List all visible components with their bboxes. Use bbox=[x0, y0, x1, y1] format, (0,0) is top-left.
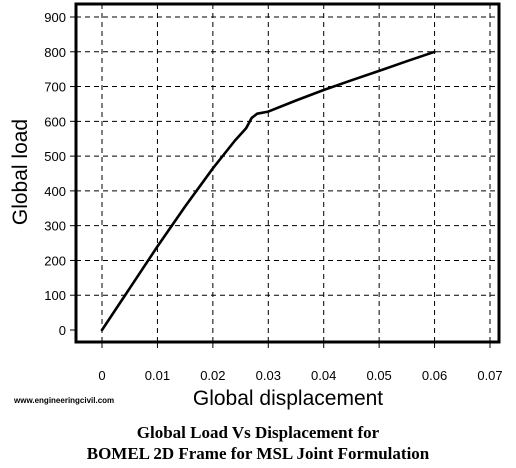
y-tick-label: 300 bbox=[44, 219, 66, 234]
x-tick-label: 0.05 bbox=[366, 368, 391, 383]
series bbox=[100, 50, 436, 332]
x-tick-label: 0.03 bbox=[256, 368, 281, 383]
y-tick-label: 500 bbox=[44, 149, 66, 164]
x-tick-label: 0.01 bbox=[145, 368, 170, 383]
y-tick-label: 0 bbox=[59, 323, 66, 338]
x-tick-label: 0.02 bbox=[200, 368, 225, 383]
x-tick-label: 0.07 bbox=[477, 368, 502, 383]
watermark-text: www.engineeringcivil.com bbox=[13, 396, 114, 405]
x-tick-labels: 0 0.01 0.02 0.03 0.04 0.05 0.06 0.07 bbox=[98, 368, 502, 383]
y-tick-label: 900 bbox=[44, 10, 66, 25]
x-tick-label: 0 bbox=[98, 368, 105, 383]
plot-frame bbox=[74, 2, 501, 344]
y-axis-title: Global load bbox=[9, 119, 32, 225]
y-tick-label: 200 bbox=[44, 253, 66, 268]
tick-marks bbox=[70, 16, 491, 348]
caption-line-1: Global Load Vs Displacement for bbox=[137, 423, 380, 442]
x-tick-label: 0.06 bbox=[422, 368, 447, 383]
x-tick-label: 0.04 bbox=[311, 368, 336, 383]
y-tick-label: 400 bbox=[44, 184, 66, 199]
y-tick-label: 100 bbox=[44, 288, 66, 303]
y-tick-label: 800 bbox=[44, 45, 66, 60]
y-tick-labels: 0 100 200 300 400 500 600 700 800 900 bbox=[44, 10, 66, 338]
caption-line-2: BOMEL 2D Frame for MSL Joint Formulation bbox=[87, 444, 430, 463]
series-line-global-load bbox=[100, 50, 436, 332]
x-axis-title: Global displacement bbox=[193, 387, 383, 410]
y-tick-label: 600 bbox=[44, 114, 66, 129]
y-tick-label: 700 bbox=[44, 80, 66, 95]
gridlines bbox=[76, 4, 499, 342]
